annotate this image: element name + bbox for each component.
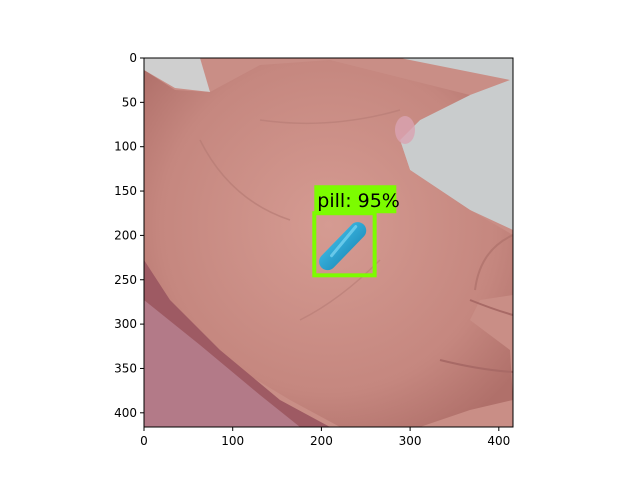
y-tick-label: 350 [114, 361, 137, 375]
fabric [144, 300, 300, 427]
palm [144, 60, 513, 427]
background-top-left [144, 58, 210, 92]
x-tick-label: 200 [310, 434, 333, 448]
y-tick-label: 250 [114, 273, 137, 287]
y-tick-label: 150 [114, 184, 137, 198]
finger-crease-1 [469, 299, 513, 316]
y-axis: 0 50 100 150 200 250 300 350 400 [114, 51, 144, 420]
y-tick-label: 50 [122, 95, 137, 109]
capsule [319, 222, 367, 271]
capsule-highlight [330, 225, 358, 258]
y-tick-label: 300 [114, 317, 137, 331]
x-axis: 0 100 200 300 400 [140, 427, 510, 448]
y-tick-label: 200 [114, 228, 137, 242]
axes-frame [143, 57, 514, 428]
y-tick-label: 0 [129, 51, 137, 65]
background-right [400, 58, 513, 230]
x-tick-label: 300 [399, 434, 422, 448]
finger-crease-2 [439, 359, 513, 373]
x-tick-label: 0 [140, 434, 148, 448]
patch [395, 116, 415, 144]
photo [144, 58, 513, 427]
palm-crease-1 [199, 139, 291, 221]
detection-label-background [314, 185, 397, 214]
finger-edge [474, 234, 513, 291]
palm-crease-3 [299, 259, 381, 321]
x-tick-label: 400 [487, 434, 510, 448]
y-tick-label: 100 [114, 140, 137, 154]
y-tick-label: 400 [114, 406, 137, 420]
palm-crease-2 [259, 109, 401, 125]
detection-label: pill: 95% [317, 190, 400, 212]
x-tick-label: 100 [221, 434, 244, 448]
